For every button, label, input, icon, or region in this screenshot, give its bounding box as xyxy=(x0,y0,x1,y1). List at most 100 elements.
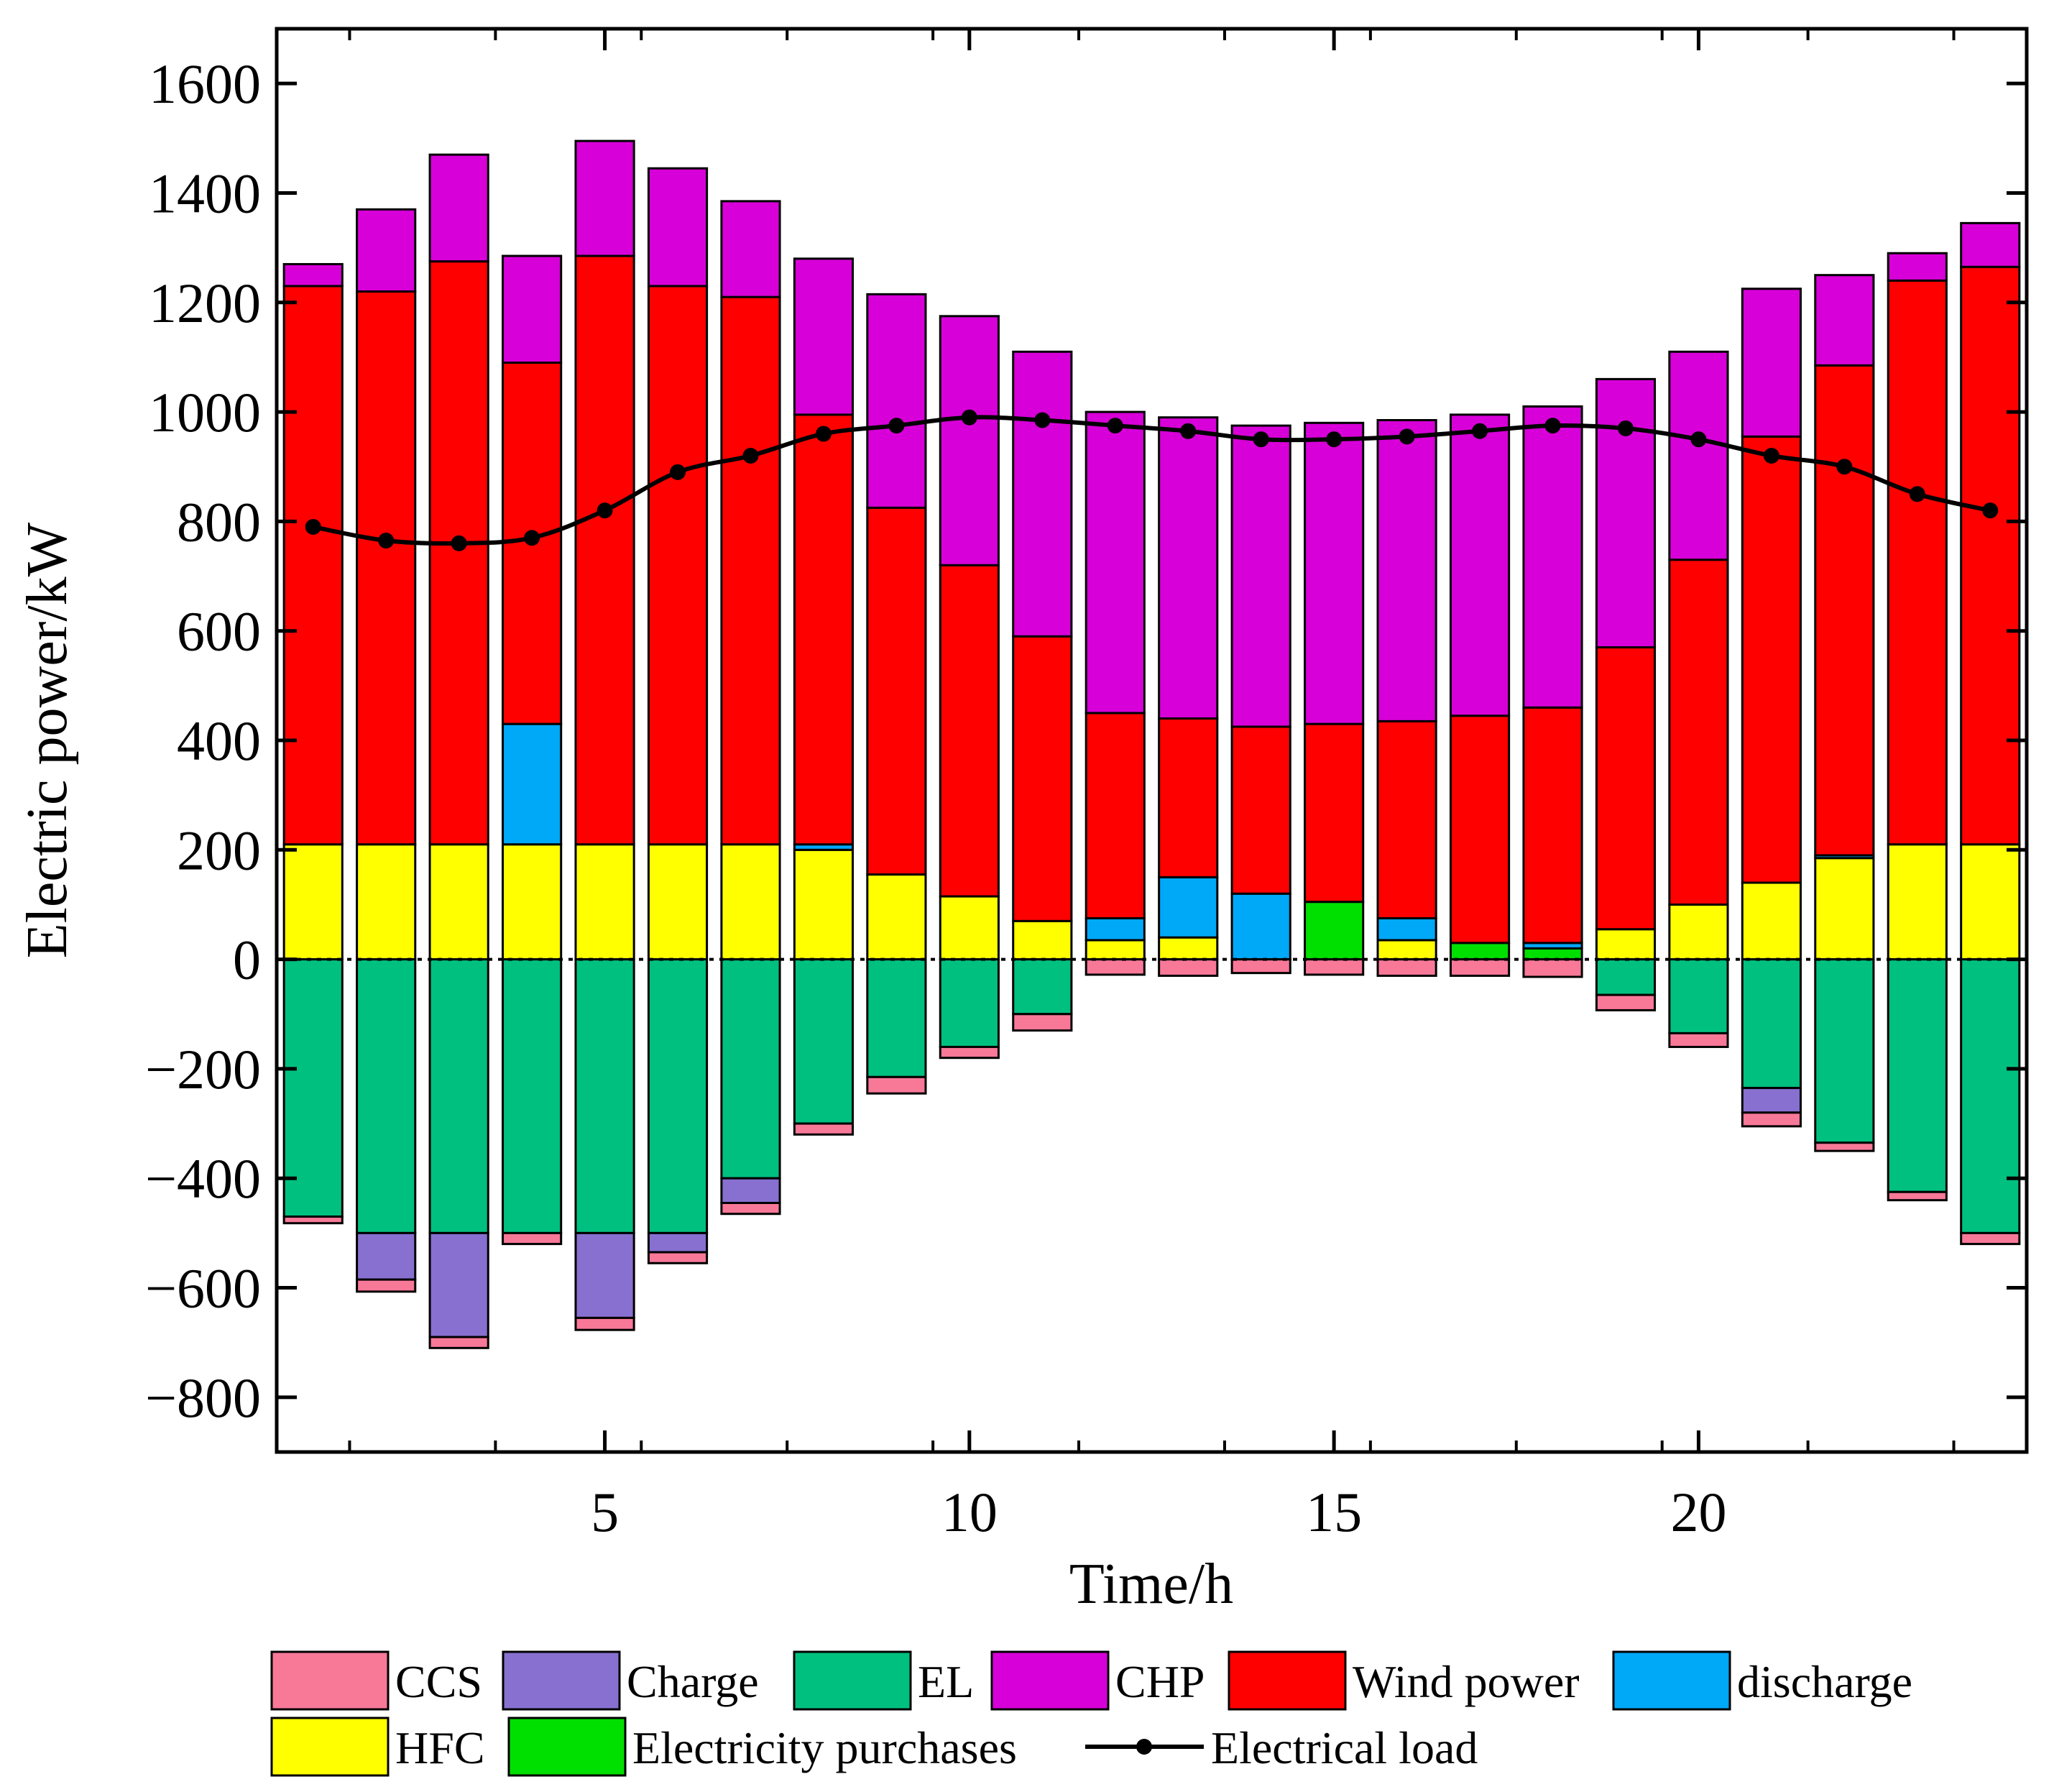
bar-wind-power-h13 xyxy=(1158,717,1219,878)
electrical-load-point-h10 xyxy=(961,409,977,426)
bar-electricity-purchases-h18 xyxy=(1522,947,1583,961)
electrical-load-point-h11 xyxy=(1034,412,1051,428)
electrical-load-point-h13 xyxy=(1180,423,1197,439)
bar-el-h7 xyxy=(720,958,781,1180)
electrical-load-line xyxy=(313,415,1991,546)
bar-charge-h3 xyxy=(428,1231,489,1338)
bar-wind-power-h9 xyxy=(866,506,927,876)
bar-wind-power-h21 xyxy=(1741,435,1802,884)
legend-label-chp: CHP xyxy=(1115,1656,1205,1707)
legend-item-hfc: HFC xyxy=(270,1717,485,1777)
bar-hfc-h3 xyxy=(428,843,489,961)
bar-ccs-h20 xyxy=(1668,1031,1729,1048)
legend-swatch-electricity-purchases xyxy=(507,1717,627,1777)
bar-discharge-h4 xyxy=(502,722,563,846)
bar-wind-power-h5 xyxy=(574,254,635,846)
bar-charge-h6 xyxy=(647,1231,709,1254)
legend-swatch-discharge xyxy=(1612,1650,1731,1711)
legend-label-electricity-purchases: Electricity purchases xyxy=(632,1722,1017,1773)
bar-hfc-h7 xyxy=(720,843,781,961)
bar-ccs-h23 xyxy=(1887,1190,1948,1202)
bar-ccs-h7 xyxy=(720,1202,781,1216)
legend-label-charge: Charge xyxy=(627,1656,759,1707)
bar-el-h20 xyxy=(1668,958,1729,1034)
y-tick-label: 1600 xyxy=(149,52,261,115)
x-tick-label: 20 xyxy=(1670,1481,1726,1543)
bar-wind-power-h10 xyxy=(939,564,1000,898)
bar-ccs-h8 xyxy=(793,1122,855,1136)
bar-chp-h1 xyxy=(282,262,344,288)
bar-wind-power-h1 xyxy=(282,285,344,846)
bar-chp-h15 xyxy=(1304,421,1365,725)
bar-ccs-h6 xyxy=(647,1251,709,1264)
electrical-load-point-h21 xyxy=(1763,448,1779,464)
bars-layer xyxy=(282,139,2021,1349)
bar-ccs-h14 xyxy=(1230,958,1291,975)
electrical-load-point-h5 xyxy=(597,502,613,519)
legend-label-ccs: CCS xyxy=(395,1656,482,1707)
legend-item-wind-power: Wind power xyxy=(1228,1650,1580,1711)
bar-hfc-h12 xyxy=(1084,939,1146,961)
bar-chp-h8 xyxy=(793,257,855,416)
bar-hfc-h24 xyxy=(1960,843,2021,961)
bar-chp-h14 xyxy=(1230,424,1291,728)
bar-chp-h5 xyxy=(574,139,635,257)
electrical-load-point-h17 xyxy=(1472,423,1488,439)
bar-el-h9 xyxy=(866,958,927,1078)
bar-el-h8 xyxy=(793,958,855,1125)
bar-el-h3 xyxy=(428,958,489,1234)
y-tick-label: −400 xyxy=(145,1147,261,1210)
bar-wind-power-h8 xyxy=(793,413,855,846)
legend-label-el: EL xyxy=(918,1656,974,1707)
bar-wind-power-h22 xyxy=(1814,364,1875,857)
legend-swatch-el xyxy=(793,1650,912,1711)
bar-chp-h10 xyxy=(939,315,1000,566)
legend-item-charge: Charge xyxy=(502,1650,759,1711)
bar-chp-h21 xyxy=(1741,288,1802,438)
bar-hfc-h20 xyxy=(1668,903,1729,961)
bar-ccs-h21 xyxy=(1741,1111,1802,1128)
bar-chp-h3 xyxy=(428,153,489,263)
y-tick-label: 1000 xyxy=(149,381,261,444)
legend-swatch-chp xyxy=(990,1650,1110,1711)
electrical-load-layer xyxy=(305,409,1999,551)
legend-label-wind-power: Wind power xyxy=(1353,1656,1580,1707)
bar-wind-power-h23 xyxy=(1887,279,1948,846)
bar-chp-h12 xyxy=(1084,410,1146,714)
bar-chp-h2 xyxy=(356,208,417,293)
bar-wind-power-h7 xyxy=(720,295,781,846)
bar-wind-power-h16 xyxy=(1376,720,1437,919)
electrical-load-point-h24 xyxy=(1982,502,1999,519)
bar-ccs-h5 xyxy=(574,1316,635,1331)
bar-chp-h16 xyxy=(1376,419,1437,722)
bar-chp-h20 xyxy=(1668,350,1729,561)
y-tick-label: 600 xyxy=(177,600,261,663)
x-tick-label: 10 xyxy=(941,1481,998,1543)
bar-hfc-h21 xyxy=(1741,881,1802,961)
bar-chp-h22 xyxy=(1814,274,1875,367)
legend-swatch-hfc xyxy=(270,1717,390,1777)
bar-discharge-h12 xyxy=(1084,917,1146,942)
electrical-load-point-h9 xyxy=(888,418,905,434)
bar-wind-power-h17 xyxy=(1449,714,1511,945)
bar-hfc-h11 xyxy=(1012,919,1073,961)
bar-el-h1 xyxy=(282,958,344,1218)
bar-wind-power-h12 xyxy=(1084,712,1146,920)
axes-layer: −800 −600 −400 −200 0 200 400 600 800 1000 1200 140… xyxy=(145,29,2027,1543)
bar-el-h21 xyxy=(1741,958,1802,1090)
bar-ccs-h9 xyxy=(866,1075,927,1095)
bar-chp-h11 xyxy=(1012,350,1073,638)
electrical-load-point-h3 xyxy=(451,535,467,551)
bar-hfc-h8 xyxy=(793,848,855,961)
bar-wind-power-h3 xyxy=(428,260,489,846)
bar-ccs-h2 xyxy=(356,1278,417,1293)
bar-chp-h23 xyxy=(1887,252,1948,282)
y-tick-label: −800 xyxy=(145,1366,261,1429)
bar-ccs-h22 xyxy=(1814,1141,1875,1152)
bar-el-h6 xyxy=(647,958,709,1234)
bar-wind-power-h6 xyxy=(647,285,709,846)
bar-hfc-h19 xyxy=(1595,928,1657,961)
legend-swatch-wind-power xyxy=(1228,1650,1347,1711)
bar-el-h5 xyxy=(574,958,635,1234)
